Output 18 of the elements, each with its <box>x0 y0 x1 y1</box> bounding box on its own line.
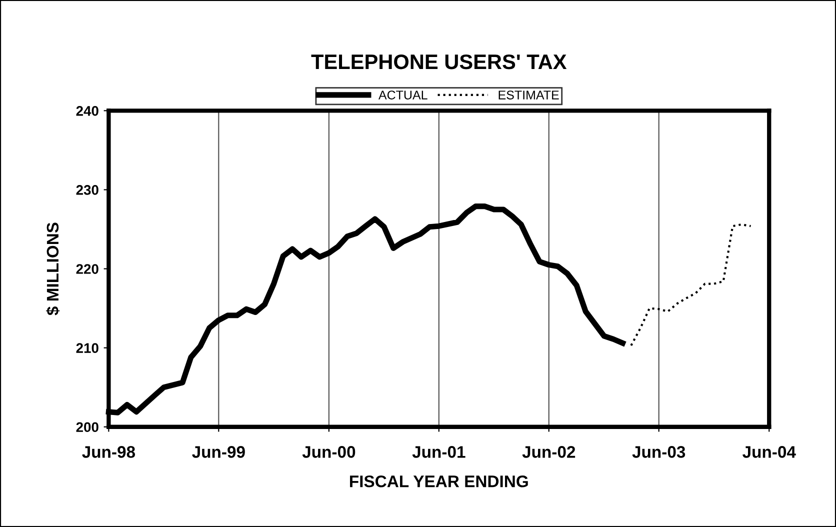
y-axis-title: $ MILLIONS <box>46 222 60 316</box>
x-tick-label: Jun-00 <box>302 446 356 458</box>
y-tick-label: 200 <box>76 422 98 432</box>
chart-title: TELEPHONE USERS' TAX <box>311 54 567 70</box>
legend-label: ACTUAL <box>378 90 428 100</box>
y-tick-label: 230 <box>76 185 98 195</box>
x-tick-label: Jun-98 <box>82 446 136 458</box>
x-tick-label: Jun-99 <box>192 446 245 458</box>
x-tick-label: Jun-02 <box>522 446 576 458</box>
line-series <box>630 223 752 346</box>
y-tick-label: 210 <box>76 343 98 353</box>
x-axis-title: FISCAL YEAR ENDING <box>350 475 528 488</box>
legend-label: ESTIMATE <box>498 90 559 100</box>
x-tick-label: Jun-04 <box>742 446 796 458</box>
x-tick-label: Jun-03 <box>632 446 686 458</box>
x-tick-label: Jun-01 <box>412 446 466 458</box>
y-tick-label: 220 <box>76 264 98 274</box>
y-tick-label: 240 <box>76 106 98 116</box>
